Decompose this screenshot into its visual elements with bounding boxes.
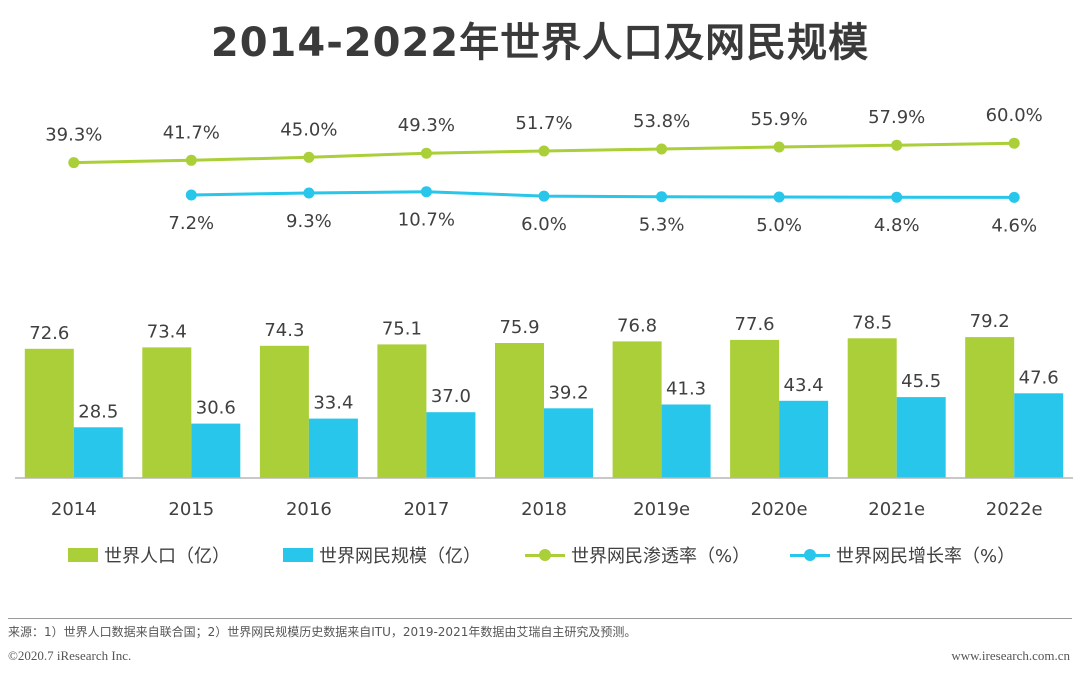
copyright: ©2020.7 iResearch Inc. xyxy=(8,648,132,663)
bar-label-population-2022e: 79.2 xyxy=(970,311,1010,332)
label-growth-2018: 6.0% xyxy=(521,214,567,235)
bar-label-population-2020e: 77.6 xyxy=(735,314,775,335)
bar-label-netizens-2022e: 47.6 xyxy=(1019,367,1059,388)
bar-label-netizens-2016: 33.4 xyxy=(313,393,353,414)
bar-netizens-2020e xyxy=(779,400,829,478)
label-growth-2017: 10.7% xyxy=(398,210,455,231)
point-growth-2015 xyxy=(185,189,197,201)
point-penetration-2022e xyxy=(1008,137,1020,149)
bar-population-2015 xyxy=(142,347,192,478)
bar-netizens-2022e xyxy=(1014,393,1064,478)
label-penetration-2020e: 55.9% xyxy=(751,109,808,130)
legend-item-netizens: 世界网民规模（亿） xyxy=(283,540,481,570)
website-url: www.iresearch.com.cn xyxy=(951,648,1070,663)
bar-population-2016 xyxy=(259,345,309,478)
x-tick-label-2014: 2014 xyxy=(51,499,97,520)
bar-population-2020e xyxy=(730,339,780,478)
legend-item-penetration: 世界网民渗透率（%） xyxy=(525,540,750,570)
point-growth-2022e xyxy=(1008,191,1020,203)
label-penetration-2014: 39.3% xyxy=(45,125,102,146)
bar-label-population-2019e: 76.8 xyxy=(617,315,657,336)
bar-netizens-2016 xyxy=(308,418,358,478)
point-penetration-2020e xyxy=(773,141,785,153)
label-penetration-2022e: 60.0% xyxy=(986,105,1043,126)
bar-label-netizens-2019e: 41.3 xyxy=(666,379,706,400)
point-growth-2018 xyxy=(538,190,550,202)
legend-swatch-netizens xyxy=(283,548,313,562)
legend-swatch-population xyxy=(68,548,98,562)
point-penetration-2018 xyxy=(538,145,550,157)
x-tick-label-2019e: 2019e xyxy=(633,499,690,520)
legend-swatch-penetration xyxy=(525,548,565,562)
label-penetration-2017: 49.3% xyxy=(398,115,455,136)
legend: 世界人口（亿） 世界网民规模（亿） 世界网民渗透率（%） 世界网民增长率（%） xyxy=(0,540,1080,570)
point-penetration-2015 xyxy=(185,154,197,166)
legend-label-population: 世界人口（亿） xyxy=(104,546,230,567)
point-growth-2019e xyxy=(656,191,668,203)
bar-label-population-2017: 75.1 xyxy=(382,318,422,339)
bar-label-netizens-2014: 28.5 xyxy=(78,401,118,422)
label-growth-2021e: 4.8% xyxy=(874,215,920,236)
legend-item-growth: 世界网民增长率（%） xyxy=(790,540,1015,570)
bar-population-2019e xyxy=(612,341,662,478)
label-penetration-2019e: 53.8% xyxy=(633,111,690,132)
bar-label-netizens-2021e: 45.5 xyxy=(901,371,941,392)
bar-population-2018 xyxy=(495,343,544,478)
label-penetration-2018: 51.7% xyxy=(515,113,572,134)
source-note: 来源：1）世界人口数据来自联合国；2）世界网民规模历史数据来自ITU，2019-… xyxy=(8,625,637,639)
point-penetration-2017 xyxy=(420,147,432,159)
bar-label-population-2016: 74.3 xyxy=(264,320,304,341)
bar-netizens-2019e xyxy=(661,404,711,478)
point-penetration-2014 xyxy=(68,157,80,169)
legend-label-penetration: 世界网民渗透率（%） xyxy=(571,546,751,567)
label-penetration-2015: 41.7% xyxy=(163,122,220,143)
bar-netizens-2018 xyxy=(544,408,593,478)
point-growth-2020e xyxy=(773,191,785,203)
legend-swatch-growth xyxy=(790,548,830,562)
point-penetration-2016 xyxy=(303,151,315,163)
point-growth-2021e xyxy=(891,191,903,203)
bar-label-population-2021e: 78.5 xyxy=(852,312,892,333)
label-growth-2022e: 4.6% xyxy=(991,215,1037,236)
label-growth-2019e: 5.3% xyxy=(639,215,685,236)
bar-netizens-2014 xyxy=(73,427,123,478)
footer-divider xyxy=(8,618,1072,619)
x-tick-label-2018: 2018 xyxy=(521,499,567,520)
x-tick-label-2021e: 2021e xyxy=(868,499,925,520)
bar-label-netizens-2020e: 43.4 xyxy=(784,375,824,396)
x-tick-label-2016: 2016 xyxy=(286,499,332,520)
bar-label-netizens-2018: 39.2 xyxy=(548,382,588,403)
bar-population-2022e xyxy=(965,337,1015,478)
combo-chart: 72.6 28.5 2014 73.4 30.6 2015 74.3 33.4 2016 75.1… xyxy=(15,105,1073,520)
bar-netizens-2015 xyxy=(191,423,241,478)
line-growth-rate xyxy=(191,190,1015,199)
bar-label-population-2015: 73.4 xyxy=(147,321,187,342)
bar-population-2021e xyxy=(847,338,897,478)
point-penetration-2019e xyxy=(656,143,668,155)
bar-population-2014 xyxy=(24,348,74,478)
bar-label-netizens-2017: 37.0 xyxy=(431,386,471,407)
bar-label-population-2014: 72.6 xyxy=(29,323,69,344)
legend-label-netizens: 世界网民规模（亿） xyxy=(319,546,481,567)
point-growth-2016 xyxy=(303,187,315,199)
bar-netizens-2017 xyxy=(426,412,476,478)
bar-label-population-2018: 75.9 xyxy=(499,317,539,338)
label-growth-2015: 7.2% xyxy=(168,213,214,234)
bar-netizens-2021e xyxy=(896,397,946,478)
x-tick-label-2017: 2017 xyxy=(403,499,449,520)
point-penetration-2021e xyxy=(891,139,903,151)
x-tick-label-2020e: 2020e xyxy=(751,499,808,520)
label-growth-2016: 9.3% xyxy=(286,211,332,232)
label-growth-2020e: 5.0% xyxy=(756,215,802,236)
chart-title: 2014-2022年世界人口及网民规模 xyxy=(210,20,870,66)
bar-label-netizens-2015: 30.6 xyxy=(196,398,236,419)
legend-item-population: 世界人口（亿） xyxy=(68,540,230,570)
x-tick-label-2015: 2015 xyxy=(168,499,214,520)
x-tick-label-2022e: 2022e xyxy=(986,499,1043,520)
point-growth-2017 xyxy=(420,186,432,198)
legend-label-growth: 世界网民增长率（%） xyxy=(836,546,1016,567)
bar-population-2017 xyxy=(377,344,427,478)
label-penetration-2021e: 57.9% xyxy=(868,107,925,128)
label-penetration-2016: 45.0% xyxy=(280,119,337,140)
